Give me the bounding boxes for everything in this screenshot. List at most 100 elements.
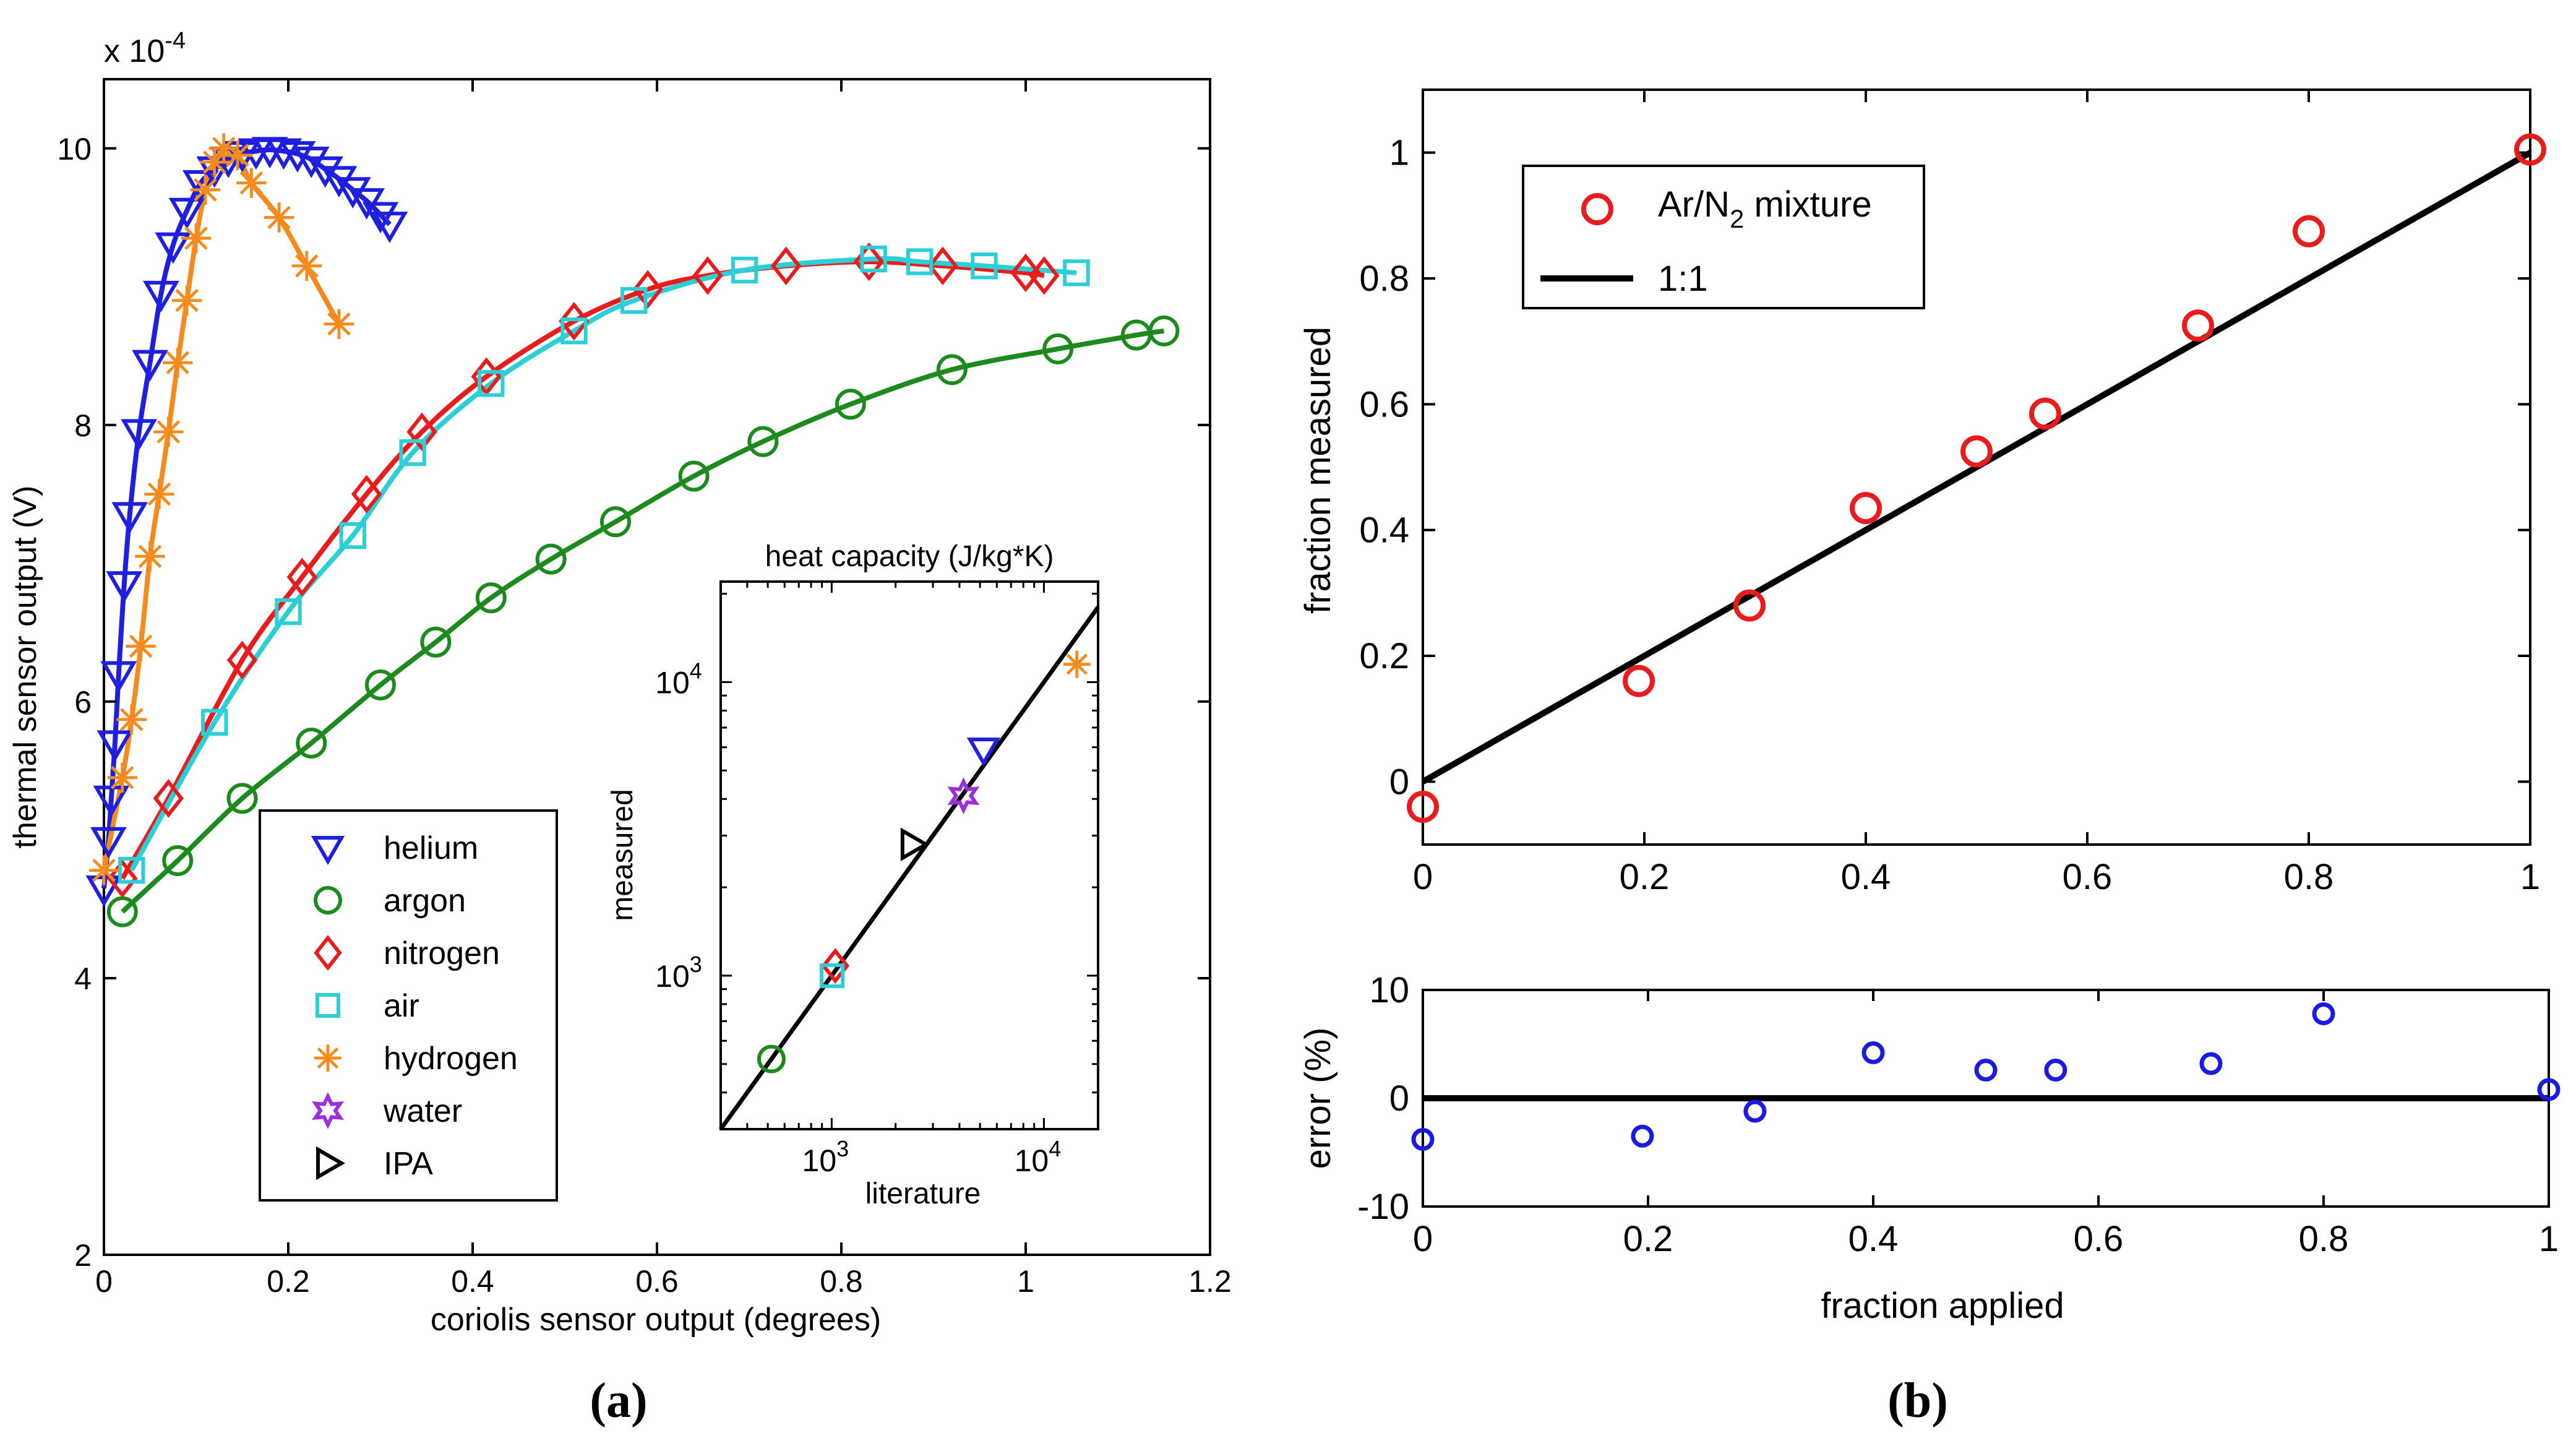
point-nitrogen [153,779,184,818]
point-error [2312,1002,2335,1025]
point-hydrogen [190,174,221,205]
x-tick-label-b: 0.4 [1841,857,1891,897]
x-tick-label-error: 1 [2539,1219,2559,1259]
point-mixture [1850,492,1882,525]
point-mixture [1960,435,1993,468]
x-tick-label-b: 0.8 [2284,857,2334,897]
point-air [399,439,426,467]
point-error [1411,1128,1435,1151]
inset-point-water [947,777,980,815]
point-hydrogen [88,855,119,885]
x-tick-label-a: 0.4 [451,1264,494,1299]
point-nitrogen [559,301,590,341]
point-mixture [2029,397,2061,430]
point-hydrogen [181,223,212,254]
point-air [971,252,998,280]
panel-b-label: (b) [1887,1374,1948,1428]
inset-title: heat capacity (J/kg*K) [765,540,1054,573]
legend-a-label-air: air [384,988,419,1024]
point-nitrogen [770,246,802,285]
point-argon [420,626,452,658]
y-axis-label-error: error (%) [1298,1028,1338,1169]
point-nitrogen [107,859,138,898]
panel-a-label: (a) [590,1374,647,1428]
point-error [1631,1124,1654,1148]
legend-a-marker-argon [314,886,342,914]
inset-point-helium [966,738,1001,767]
point-helium [90,827,127,859]
point-argon [106,896,138,927]
y-tick-label-b: 0.8 [1359,259,1409,299]
point-argon [599,506,631,538]
legend-a-marker-hydrogen [314,1044,341,1072]
point-air [201,708,228,736]
y-tick-label-error: 0 [1389,1078,1409,1119]
point-mixture [2514,133,2546,166]
point-air [1063,259,1090,286]
inset-y-tick-label: 103 [655,952,702,994]
legend-a-label-nitrogen: nitrogen [384,936,500,971]
inset-y-label: measured [606,789,639,921]
legend-b-mixture-label: Ar/N2 mixture [1658,184,1872,233]
point-nitrogen [692,256,723,295]
point-helium [142,280,179,312]
point-mixture [1623,665,1655,697]
point-nitrogen [351,475,382,514]
point-air [118,856,145,884]
chart-b-ticks: 0 0.2 0.4 0.6 0.8 100.20.40.60.810 0.2 0.4 0.6 0.… [1357,90,2559,1259]
point-mixture [1733,589,1766,622]
y-axis-label-a: thermal sensor output (V) [7,486,43,849]
x-tick-label-a: 1 [1017,1264,1034,1299]
point-helium [111,502,148,534]
point-nitrogen [226,640,258,680]
point-argon [747,426,779,457]
point-nitrogen [927,246,958,285]
point-argon [365,669,396,701]
series-line-nitrogen [120,259,1045,880]
y-tick-label-b: 0.2 [1359,636,1409,676]
point-helium [371,212,408,243]
inset-point-argon [757,1044,786,1073]
x-axis-label-a: coriolis sensor output (degrees) [431,1302,881,1338]
point-error [1861,1041,1885,1064]
point-error [2199,1052,2223,1075]
x-tick-label-a: 0.8 [820,1264,863,1299]
point-helium [106,571,143,603]
point-helium [155,232,192,264]
x-tick-label-error: 0 [1413,1219,1433,1259]
point-hydrogen [199,147,230,178]
point-helium [97,730,134,762]
point-air [731,256,758,284]
legend-b: Ar/N2 mixture 1:1 [1522,165,1925,309]
point-argon [1148,315,1180,346]
y-tick-label-b: 0.6 [1359,384,1409,424]
point-air [478,370,505,397]
x-tick-label-a: 0.2 [267,1264,310,1299]
point-argon [226,783,258,814]
point-hydrogen [135,541,165,572]
point-nitrogen [1029,256,1060,295]
point-air [860,245,887,273]
point-helium [293,147,330,178]
point-hydrogen [144,479,174,509]
legend-b-line-label: 1:1 [1658,259,1708,299]
point-helium [132,350,168,382]
point-hydrogen [291,251,322,281]
x-tick-label-error: 0.6 [2074,1219,2124,1259]
point-argon [1042,333,1074,364]
y-tick-label-error: 10 [1369,970,1409,1010]
y-tick-label-a: 6 [74,685,92,720]
point-nitrogen [406,412,437,452]
point-argon [936,354,968,385]
point-nitrogen [632,270,663,309]
series-line-argon [121,328,1165,914]
point-air [906,248,934,275]
inset-point-nitrogen [821,948,850,984]
y-tick-label-b: 0.4 [1359,510,1409,551]
point-air [620,286,648,314]
inset-identity-line [719,606,1100,1131]
point-hydrogen [163,348,193,378]
series-line-air [129,256,1077,872]
